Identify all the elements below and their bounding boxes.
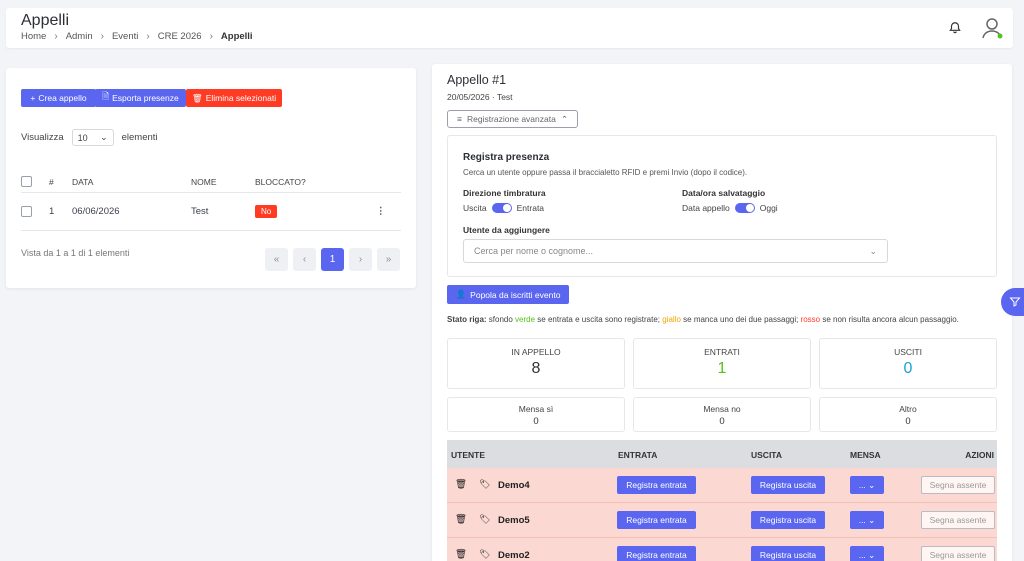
chevron-down-icon: ⌄ (869, 245, 877, 256)
register-entry-button[interactable]: Registra entrata (617, 511, 696, 529)
mark-absent-button[interactable]: Segna assente (921, 546, 995, 561)
stat-in-appello: IN APPELLO 8 (447, 338, 625, 389)
row-checkbox[interactable] (21, 206, 32, 217)
mensa-dropdown[interactable]: ... ⌄ (850, 511, 884, 529)
more-vertical-icon[interactable]: ⋮ (376, 206, 386, 217)
register-exit-button[interactable]: Registra uscita (751, 546, 825, 561)
user-search-select[interactable]: Cerca per nome o cognome... ⌄ (463, 239, 888, 263)
users-table-row: 🗑 🏷 Demo4 Registra entrata Registra usci… (447, 468, 997, 503)
populate-from-enrolled-button[interactable]: 👤 Popola da iscritti evento (447, 285, 569, 304)
mark-absent-button[interactable]: Segna assente (921, 476, 995, 494)
locked-badge: No (255, 205, 278, 218)
pager-prev[interactable]: ‹ (293, 248, 316, 271)
users-table-row: 🗑 🏷 Demo2 Registra entrata Registra usci… (447, 538, 997, 561)
user-to-add-label: Utente da aggiungere (463, 225, 550, 235)
page-size-row: Visualizza 10 ⌄ elementi (21, 129, 158, 146)
table-row[interactable]: 1 06/06/2026 Test No ⋮ (21, 193, 401, 231)
pager-first[interactable]: « (265, 248, 288, 271)
pager-last[interactable]: » (377, 248, 400, 271)
save-date-toggle-row: Data appello Oggi (682, 203, 778, 213)
stat-entrati: ENTRATI 1 (633, 338, 811, 389)
filter-icon[interactable] (1001, 288, 1024, 316)
breadcrumb-event[interactable]: CRE 2026 (157, 31, 202, 42)
trash-icon[interactable]: 🗑 (455, 479, 468, 490)
register-entry-button[interactable]: Registra entrata (617, 476, 696, 494)
user-avatar-icon[interactable] (980, 16, 1004, 40)
tag-icon: 🏷 (479, 514, 491, 524)
breadcrumb: Home › Admin › Eventi › CRE 2026 › Appelli (21, 31, 253, 42)
appelli-table: # DATA NOME BLOCCATO? 1 06/06/2026 Test … (21, 171, 401, 231)
chevron-right-icon: › (54, 31, 58, 42)
trash-icon[interactable]: 🗑 (455, 514, 468, 525)
user-plus-icon: 👤 (455, 289, 467, 299)
tag-icon: 🏷 (479, 549, 491, 559)
register-heading: Registra presenza (463, 152, 550, 163)
table-header: # DATA NOME BLOCCATO? (21, 171, 401, 193)
export-presences-button[interactable]: 🗎 Esporta presenze (95, 89, 186, 107)
breadcrumb-admin[interactable]: Admin (65, 31, 93, 42)
register-exit-button[interactable]: Registra uscita (751, 511, 825, 529)
plus-icon: + (30, 93, 36, 103)
direction-label: Direzione timbratura (463, 188, 546, 198)
appelli-list-card: + Crea appello 🗎 Esporta presenze 🗑 Elimina… (6, 68, 416, 288)
bell-icon[interactable] (948, 21, 962, 35)
breadcrumb-eventi[interactable]: Eventi (111, 31, 139, 42)
page-size-select[interactable]: 10 ⌄ (71, 129, 114, 146)
appello-detail-card: Appello #1 20/05/2026 · Test ≡ Registraz… (432, 64, 1012, 561)
breadcrumb-home[interactable]: Home (21, 31, 47, 42)
mark-absent-button[interactable]: Segna assente (921, 511, 995, 529)
appello-subtitle: 20/05/2026 · Test (447, 92, 513, 102)
delete-selected-button[interactable]: 🗑 Elimina selezionati (186, 89, 282, 107)
stat-usciti: USCITI 0 (819, 338, 997, 389)
users-table-header: UTENTE ENTRATA USCITA MENSA AZIONI (447, 440, 997, 468)
chevron-right-icon: › (100, 31, 104, 42)
tag-icon: 🏷 (479, 479, 491, 489)
mensa-dropdown[interactable]: ... ⌄ (850, 476, 884, 494)
advanced-registration-toggle[interactable]: ≡ Registrazione avanzata ⌃ (447, 110, 578, 128)
create-appello-button[interactable]: + Crea appello (21, 89, 96, 107)
trash-icon[interactable]: 🗑 (455, 549, 468, 560)
save-date-label: Data/ora salvataggio (682, 188, 766, 198)
register-entry-button[interactable]: Registra entrata (617, 546, 696, 561)
direction-toggle[interactable] (491, 203, 512, 213)
top-bar: Appelli Home › Admin › Eventi › CRE 2026 › A… (6, 8, 1013, 48)
trash-icon: 🗑 (191, 92, 203, 103)
pager-page-1[interactable]: 1 (321, 248, 344, 271)
chevron-down-icon: ⌄ (100, 132, 108, 142)
pager-next[interactable]: › (349, 248, 372, 271)
stat-mensa-no: Mensa no 0 (633, 397, 811, 432)
pagination: « ‹ 1 › » (265, 248, 400, 271)
file-icon: 🗎 (102, 91, 110, 101)
row-status-legend: Stato riga: sfondo verde se entrata e us… (447, 315, 959, 324)
register-description: Cerca un utente oppure passa il braccial… (463, 168, 748, 177)
select-all-checkbox[interactable] (21, 176, 32, 187)
chevron-up-icon: ⌃ (560, 113, 568, 124)
appello-title: Appello #1 (447, 73, 507, 87)
users-table-row: 🗑 🏷 Demo5 Registra entrata Registra usci… (447, 503, 997, 538)
register-exit-button[interactable]: Registra uscita (751, 476, 825, 494)
stat-altro: Altro 0 (819, 397, 997, 432)
list-icon: ≡ (457, 114, 462, 124)
chevron-right-icon: › (209, 31, 213, 42)
table-info: Vista da 1 a 1 di 1 elementi (21, 248, 130, 258)
chevron-right-icon: › (146, 31, 150, 42)
direction-toggle-row: Uscita Entrata (463, 203, 545, 213)
mensa-dropdown[interactable]: ... ⌄ (850, 546, 884, 561)
register-panel: Registra presenza Cerca un utente oppure… (447, 135, 997, 277)
save-date-toggle[interactable] (734, 203, 755, 213)
page-title: Appelli (21, 12, 70, 29)
stat-mensa-si: Mensa sì 0 (447, 397, 625, 432)
breadcrumb-current: Appelli (220, 31, 253, 42)
